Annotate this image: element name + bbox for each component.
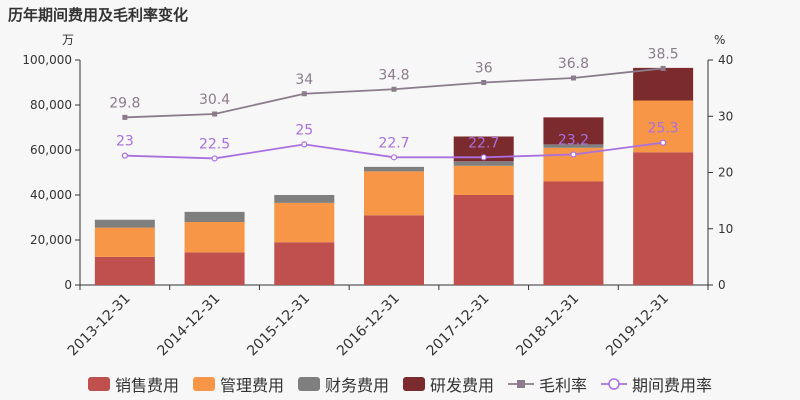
data-label: 23	[116, 134, 134, 150]
data-label: 25	[295, 122, 313, 138]
data-label: 38.5	[648, 46, 679, 62]
legend-item[interactable]: 管理费用	[192, 372, 284, 396]
bar-segment	[274, 195, 335, 203]
line-point	[390, 154, 398, 161]
left-tick-label: 60,000	[30, 143, 72, 157]
legend-label: 期间费用率	[632, 376, 713, 395]
bar-segment	[543, 117, 604, 145]
legend-item[interactable]: 研发费用	[403, 372, 494, 396]
bar-segment	[633, 152, 694, 285]
legend-label: 管理费用	[219, 376, 284, 395]
bar-segment	[94, 256, 155, 285]
left-tick-label: 40,000	[30, 188, 72, 202]
right-tick-label: 0	[718, 278, 726, 292]
data-label: 29.8	[109, 95, 140, 111]
line-point	[301, 141, 308, 148]
line-point	[660, 65, 666, 71]
bar-segment	[633, 67, 694, 101]
data-label: 22.5	[199, 136, 230, 152]
bar-segment	[184, 211, 245, 222]
line-point	[391, 86, 397, 92]
bar-segment	[364, 166, 424, 172]
bar-segment	[543, 144, 604, 148]
legend-item[interactable]: 期间费用率	[601, 372, 712, 396]
legend-swatch	[297, 377, 320, 391]
bar-segment	[364, 215, 424, 285]
right-axis-unit: %	[714, 33, 725, 47]
line-point	[211, 155, 218, 162]
data-label: 23.2	[558, 133, 589, 149]
legend-swatch	[601, 378, 628, 390]
data-label: 22.7	[378, 135, 409, 151]
left-tick-label: 100,000	[22, 53, 72, 67]
legend-label: 财务费用	[324, 376, 389, 395]
chart-title: 历年期间费用及毛利率变化	[8, 6, 189, 24]
left-tick-label: 0	[64, 278, 72, 292]
x-tick-label: 2015-12-31	[244, 291, 313, 360]
legend-swatch	[87, 377, 110, 391]
legend-swatch	[192, 377, 215, 391]
bar-segment	[94, 219, 155, 228]
right-tick-label: 10	[718, 222, 733, 236]
x-tick-label: 2014-12-31	[155, 291, 224, 360]
legend-label: 毛利率	[539, 376, 588, 395]
line-point	[570, 151, 577, 158]
line-point	[301, 91, 307, 97]
bar-segment	[453, 165, 514, 195]
right-tick-label: 30	[718, 109, 733, 123]
legend-label: 销售费用	[114, 376, 179, 395]
legend-item[interactable]: 财务费用	[297, 372, 389, 396]
line-point	[212, 111, 218, 117]
data-label: 30.4	[199, 92, 230, 108]
left-axis-unit: 万	[62, 33, 74, 47]
data-label: 36	[475, 61, 493, 77]
bar-segment	[94, 227, 155, 257]
bar-segment	[274, 242, 335, 285]
x-tick-label: 2019-12-31	[603, 291, 672, 360]
data-label: 34.8	[378, 67, 409, 83]
data-label: 36.8	[558, 56, 589, 72]
x-tick-label: 2013-12-31	[65, 291, 134, 360]
legend-item[interactable]: 毛利率	[508, 372, 587, 396]
legend-item[interactable]: 销售费用	[87, 372, 179, 396]
line-point	[122, 114, 128, 120]
bar-segment	[274, 202, 335, 243]
legend: 销售费用 管理费用 财务费用 研发费用 毛利率 期间费用率	[0, 372, 800, 396]
x-tick-label: 2016-12-31	[334, 291, 403, 360]
left-tick-label: 80,000	[30, 98, 72, 112]
data-label: 25.3	[648, 121, 679, 137]
right-tick-label: 20	[718, 166, 733, 180]
bar-segment	[453, 161, 514, 166]
data-label: 22.7	[468, 135, 499, 151]
chart-canvas: 0 20,000 40,000 60,000 80,000 100,000 万 0 10 20 30…	[22, 33, 733, 360]
x-tick-label: 2018-12-31	[513, 291, 582, 360]
bar-segment	[543, 181, 604, 285]
bar-segment	[184, 252, 245, 285]
line-point	[570, 75, 576, 81]
legend-label: 研发费用	[430, 376, 495, 395]
legend-swatch	[403, 377, 425, 391]
left-tick-label: 20,000	[30, 233, 72, 247]
bar-segment	[453, 195, 514, 285]
line-point	[121, 152, 128, 159]
line-point	[480, 154, 487, 161]
legend-swatch	[508, 380, 535, 388]
right-tick-label: 40	[718, 53, 733, 67]
x-tick-label: 2017-12-31	[424, 291, 493, 360]
line-point	[481, 80, 487, 85]
bar-segment	[184, 222, 245, 253]
line-point	[660, 139, 667, 146]
data-label: 34	[295, 72, 313, 88]
bar-segment	[364, 171, 424, 216]
